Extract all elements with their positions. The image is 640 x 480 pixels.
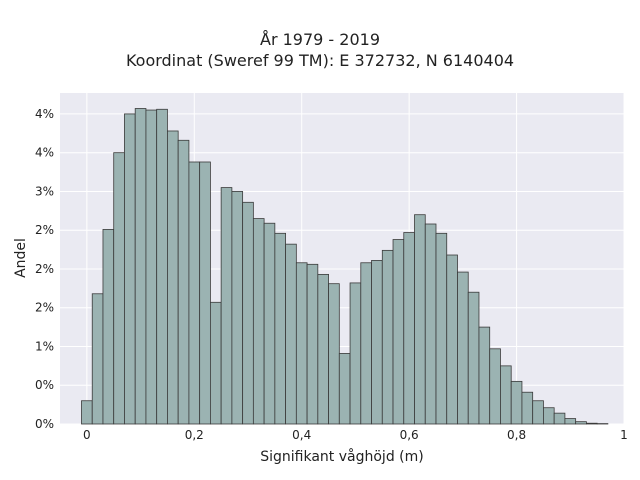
y-tick-label: 2%	[35, 301, 54, 315]
histogram-bar	[403, 232, 415, 425]
histogram-bar	[371, 260, 383, 425]
y-tick-label: 0%	[35, 417, 54, 431]
histogram-bar	[553, 412, 566, 425]
x-tick-label: 0,8	[507, 428, 526, 442]
histogram-bar	[209, 301, 222, 425]
histogram-bar	[317, 273, 329, 425]
histogram-bar	[381, 249, 394, 425]
histogram-bar	[102, 229, 115, 425]
y-tick-label: 2%	[35, 262, 54, 276]
x-tick-label: 0	[83, 428, 91, 442]
histogram-bar	[220, 187, 233, 425]
histogram-bar	[134, 108, 147, 425]
histogram-bar	[81, 400, 93, 425]
histogram-bar	[414, 214, 426, 425]
histogram-bar	[478, 326, 491, 425]
y-tick-label: 2%	[35, 223, 54, 237]
histogram-bar	[295, 262, 308, 425]
x-tick-label: 0,4	[292, 428, 311, 442]
chart-title: År 1979 - 2019	[260, 30, 380, 49]
histogram-bar	[91, 293, 104, 425]
histogram-bar	[446, 254, 458, 425]
histogram-bar	[231, 191, 244, 425]
histogram-bar	[586, 422, 598, 425]
x-axis-ticks: 0 0,2 0,4 0,6 0,8 1	[83, 428, 628, 442]
histogram-bar	[263, 222, 276, 425]
histogram-bar	[392, 239, 405, 425]
x-axis-label: Signifikant våghöjd (m)	[260, 448, 423, 465]
histogram-bar	[424, 223, 437, 425]
histogram-bar	[167, 130, 179, 425]
histogram-bar	[177, 139, 190, 425]
y-axis-label: Andel	[13, 238, 29, 278]
histogram-bar	[274, 232, 286, 425]
y-tick-label: 0%	[35, 378, 54, 392]
x-tick-label: 0,2	[185, 428, 204, 442]
y-tick-label: 4%	[35, 107, 54, 121]
histogram-bar	[252, 218, 265, 425]
histogram-bar	[435, 232, 448, 425]
histogram-bar	[242, 201, 254, 425]
histogram-bar	[532, 400, 544, 425]
histogram-bar	[521, 391, 534, 425]
histogram-bar	[510, 380, 523, 425]
chart-subtitle: Koordinat (Sweref 99 TM): E 372732, N 61…	[125, 51, 515, 70]
histogram-bar	[306, 263, 319, 425]
histogram-bar	[360, 262, 372, 425]
histogram-bar	[285, 243, 297, 425]
histogram-bar	[575, 421, 587, 425]
x-tick-label: 0,6	[400, 428, 419, 442]
histogram-bar	[113, 152, 125, 425]
histogram-bar	[124, 113, 136, 425]
y-tick-label: 1%	[35, 339, 54, 353]
x-tick-label: 1	[620, 428, 628, 442]
histogram-bar	[188, 161, 201, 425]
histogram-bar	[199, 161, 211, 425]
histogram-bar	[564, 418, 577, 425]
histogram-bar	[457, 271, 469, 425]
histogram-bar	[543, 407, 555, 425]
y-axis-ticks: 0% 0% 1% 2% 2% 2% 3% 4% 4%	[35, 107, 54, 431]
y-tick-label: 4%	[35, 146, 54, 160]
histogram-bar	[500, 365, 512, 425]
histogram-bar	[349, 282, 362, 425]
histogram-bar	[145, 109, 158, 425]
histogram-bar	[338, 353, 351, 425]
histogram-bar	[328, 283, 340, 425]
y-tick-label: 3%	[35, 184, 54, 198]
histogram-bar	[467, 291, 480, 425]
histogram-bar	[156, 108, 168, 425]
bars	[81, 108, 609, 425]
histogram-bar	[489, 348, 501, 425]
